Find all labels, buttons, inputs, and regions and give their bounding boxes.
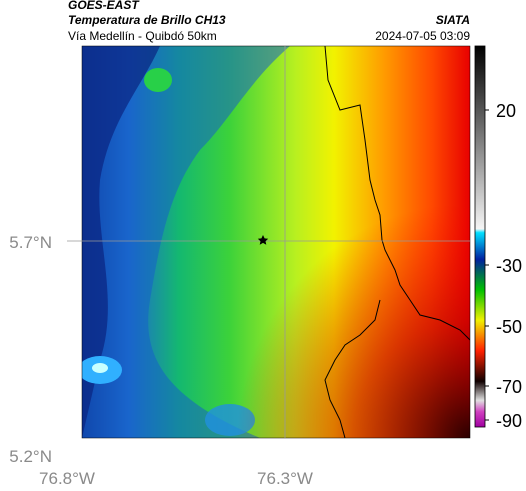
lon-label: 76.3°W [257, 469, 313, 488]
brand: SIATA [436, 13, 470, 27]
subtitle: Vía Medellín - Quibdó 50km [68, 29, 217, 43]
lat-label: 5.7°N [9, 233, 52, 252]
colorbar-label: -70 [496, 377, 522, 397]
satellite-image [82, 46, 470, 438]
map-frame [81, 45, 471, 439]
colorbar-label: -90 [496, 411, 522, 431]
colorbar-ticks [485, 109, 489, 421]
datetime: 2024-07-05 03:09 [375, 29, 470, 43]
colorbar [474, 45, 486, 428]
colorbar-label: -50 [496, 317, 522, 337]
lon-label: 76.8°W [39, 469, 95, 488]
location-marker [257, 235, 269, 245]
title: Temperatura de Brillo CH13 [68, 13, 226, 27]
colorbar-label: -30 [496, 256, 522, 276]
colorbar-label: 20 [496, 101, 516, 121]
source: GOES-EAST [68, 0, 140, 12]
lat-label: 5.2°N [9, 447, 52, 466]
